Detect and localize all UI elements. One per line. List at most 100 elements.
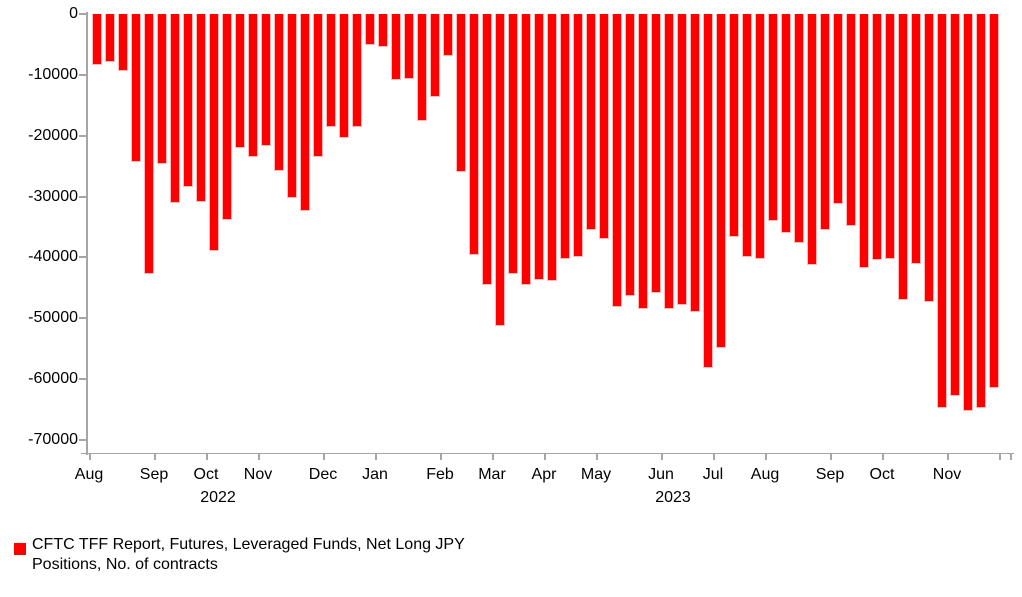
bar bbox=[117, 14, 129, 71]
bar bbox=[156, 14, 168, 164]
y-tick bbox=[79, 378, 86, 381]
bar bbox=[845, 14, 857, 227]
month-label: Aug bbox=[750, 466, 780, 483]
x-tick bbox=[1010, 453, 1012, 460]
bar bbox=[468, 14, 480, 255]
bar bbox=[312, 14, 324, 157]
bar bbox=[715, 14, 727, 349]
month-label: Jun bbox=[648, 466, 674, 483]
bar bbox=[780, 14, 792, 234]
x-tick bbox=[882, 453, 884, 460]
year-label: 2022 bbox=[200, 489, 236, 506]
bar bbox=[975, 14, 987, 408]
bar bbox=[429, 14, 441, 97]
y-axis-line bbox=[86, 12, 88, 455]
x-tick bbox=[947, 453, 949, 460]
bar bbox=[416, 14, 428, 121]
y-tick bbox=[79, 73, 86, 76]
month-label: Mar bbox=[478, 466, 506, 483]
y-tick-label: -40000 bbox=[28, 248, 78, 266]
bar bbox=[923, 14, 935, 302]
legend: CFTC TFF Report, Futures, Leveraged Fund… bbox=[14, 535, 465, 575]
bar bbox=[767, 14, 779, 221]
month-label: Feb bbox=[426, 466, 454, 483]
bar bbox=[689, 14, 701, 312]
y-tick-label: -60000 bbox=[28, 370, 78, 388]
bar bbox=[247, 14, 259, 157]
bar bbox=[520, 14, 532, 286]
x-tick bbox=[544, 453, 546, 460]
bar bbox=[832, 14, 844, 204]
x-tick bbox=[713, 453, 715, 460]
bar bbox=[455, 14, 467, 172]
x-tick bbox=[323, 453, 325, 460]
bar bbox=[299, 14, 311, 212]
year-label: 2023 bbox=[655, 489, 691, 506]
bar bbox=[806, 14, 818, 265]
bar bbox=[572, 14, 584, 258]
bar bbox=[221, 14, 233, 221]
bar bbox=[546, 14, 558, 281]
legend-label: CFTC TFF Report, Futures, Leveraged Fund… bbox=[32, 535, 465, 575]
bar bbox=[611, 14, 623, 307]
y-tick-label: -70000 bbox=[28, 431, 78, 448]
month-label: Sep bbox=[815, 466, 845, 483]
bar bbox=[325, 14, 337, 127]
bar bbox=[884, 14, 896, 260]
bar bbox=[962, 14, 974, 412]
month-label: Nov bbox=[932, 466, 962, 483]
bar bbox=[858, 14, 870, 269]
x-tick bbox=[830, 453, 832, 460]
bar bbox=[819, 14, 831, 231]
y-tick bbox=[79, 439, 86, 441]
y-tick-label: -30000 bbox=[28, 187, 78, 205]
bar bbox=[260, 14, 272, 147]
x-tick bbox=[596, 453, 598, 460]
y-tick bbox=[79, 13, 86, 15]
bar bbox=[390, 14, 402, 80]
bar bbox=[871, 14, 883, 260]
month-label: Aug bbox=[74, 466, 104, 483]
legend-marker-square bbox=[14, 543, 26, 555]
legend-label-line1: CFTC TFF Report, Futures, Leveraged Fund… bbox=[32, 536, 465, 553]
y-tick bbox=[79, 317, 86, 320]
y-tick-label: -20000 bbox=[28, 126, 78, 144]
x-tick bbox=[154, 453, 156, 460]
bar bbox=[702, 14, 714, 369]
bar bbox=[793, 14, 805, 244]
bar bbox=[403, 14, 415, 80]
y-tick-label: -50000 bbox=[28, 309, 78, 327]
x-tick bbox=[375, 453, 377, 460]
bar bbox=[338, 14, 350, 139]
bar bbox=[676, 14, 688, 305]
month-label: May bbox=[580, 466, 612, 483]
bar bbox=[624, 14, 636, 297]
bar bbox=[364, 14, 376, 46]
bar bbox=[507, 14, 519, 274]
month-label: Oct bbox=[869, 466, 895, 483]
bar bbox=[988, 14, 1000, 388]
x-tick bbox=[765, 453, 767, 460]
bar bbox=[273, 14, 285, 171]
y-tick-label: -10000 bbox=[28, 65, 78, 83]
bar bbox=[494, 14, 506, 326]
month-label: Dec bbox=[308, 466, 338, 483]
x-axis-line bbox=[81, 452, 1014, 454]
bar bbox=[910, 14, 922, 264]
y-tick-label: 0 bbox=[69, 5, 78, 22]
y-tick bbox=[79, 195, 86, 198]
bar bbox=[728, 14, 740, 238]
month-label: Nov bbox=[243, 466, 273, 483]
x-tick bbox=[440, 453, 442, 460]
bar bbox=[533, 14, 545, 280]
bar bbox=[598, 14, 610, 240]
bar bbox=[377, 14, 389, 47]
legend-label-line2: Positions, No. of contracts bbox=[32, 556, 218, 573]
bar bbox=[195, 14, 207, 203]
bar bbox=[286, 14, 298, 199]
bar bbox=[585, 14, 597, 231]
bar bbox=[143, 14, 155, 275]
bar bbox=[169, 14, 181, 204]
month-label: Jul bbox=[702, 466, 724, 483]
